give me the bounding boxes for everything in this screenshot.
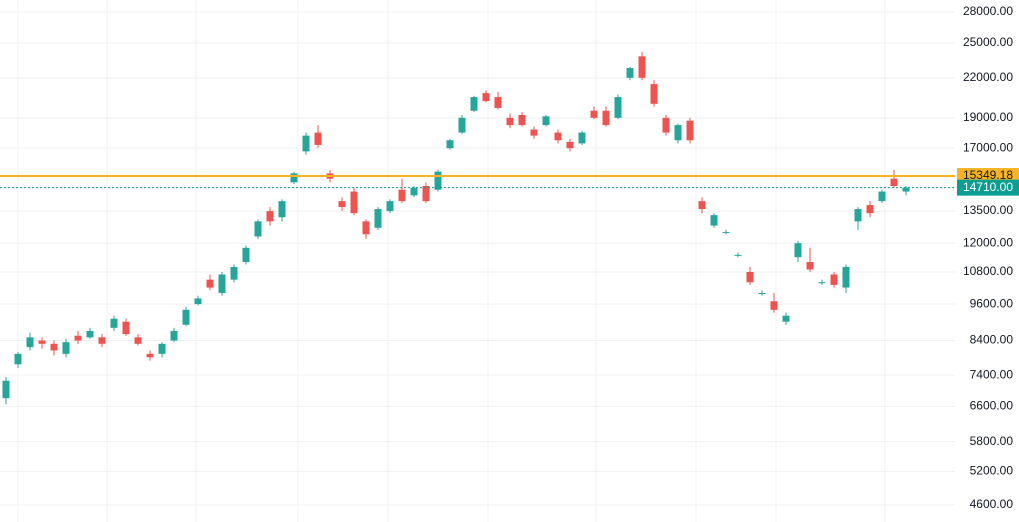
candle-body	[266, 211, 274, 222]
candle-body	[710, 215, 718, 226]
candle-body	[878, 191, 886, 202]
y-tick-label: 28000.00	[963, 4, 1013, 18]
candle-body	[194, 298, 202, 305]
candle-body	[98, 337, 106, 344]
candle-body	[350, 191, 358, 214]
candle-body	[902, 187, 910, 192]
candle-body	[362, 221, 370, 235]
y-tick-label: 5200.00	[970, 464, 1014, 478]
candle-body	[626, 68, 634, 78]
candle-body	[842, 266, 850, 288]
candle-body	[866, 205, 874, 214]
y-tick-label: 10800.00	[963, 264, 1013, 278]
candle-body	[458, 117, 466, 133]
candle-body	[590, 110, 598, 118]
y-tick-label: 4600.00	[970, 497, 1014, 511]
candle-body	[374, 209, 382, 228]
candle-body	[62, 342, 70, 354]
y-tick-label: 5800.00	[970, 434, 1014, 448]
candle-body	[386, 201, 394, 212]
candle-body	[554, 132, 562, 141]
candle-body	[830, 274, 838, 285]
candle-body	[110, 318, 118, 328]
candle-body	[146, 353, 154, 358]
candle-body	[578, 132, 586, 144]
candle-body	[542, 116, 550, 126]
candle-body	[26, 337, 34, 348]
candle-body	[74, 335, 82, 341]
candle-body	[122, 321, 130, 335]
candle-body	[482, 93, 490, 102]
candle-body	[158, 343, 166, 354]
candle-body	[698, 201, 706, 210]
candle-body	[506, 117, 514, 126]
candle-body	[254, 221, 262, 237]
candle-body	[602, 110, 610, 126]
candle-body	[422, 185, 430, 202]
candle-body	[530, 129, 538, 136]
candle-body	[290, 173, 298, 183]
candle-body	[734, 254, 742, 256]
y-tick-label: 9600.00	[970, 296, 1014, 310]
candle-body	[14, 353, 22, 365]
candle-body	[218, 274, 226, 293]
candle-body	[434, 171, 442, 190]
candle-body	[410, 187, 418, 196]
candle-body	[182, 309, 190, 325]
candle-body	[794, 243, 802, 258]
candle-body	[806, 262, 814, 270]
y-tick-label: 7400.00	[970, 367, 1014, 381]
candle-body	[662, 117, 670, 133]
candle-body	[86, 330, 94, 338]
candle-body	[638, 56, 646, 78]
candle-body	[854, 209, 862, 222]
candle-body	[446, 140, 454, 149]
candle-body	[38, 340, 46, 344]
candle-body	[50, 343, 58, 351]
candle-body	[890, 178, 898, 186]
candle-body	[770, 301, 778, 310]
price-label: 14710.00	[963, 180, 1013, 194]
y-tick-label: 12000.00	[963, 235, 1013, 249]
y-tick-label: 6600.00	[970, 399, 1014, 413]
y-tick-label: 22000.00	[963, 70, 1013, 84]
y-tick-label: 13500.00	[963, 203, 1013, 217]
price-label-box	[957, 179, 1019, 196]
candle-body	[170, 330, 178, 341]
candle-body	[686, 120, 694, 141]
candle-body	[494, 97, 502, 108]
candle-body	[782, 315, 790, 322]
y-tick-label: 25000.00	[963, 35, 1013, 49]
candle-body	[206, 279, 214, 288]
candle-body	[314, 132, 322, 145]
candle-body	[470, 97, 478, 111]
candle-body	[230, 266, 238, 280]
candle-body	[398, 189, 406, 202]
candle-body	[242, 247, 250, 263]
candle-body	[650, 84, 658, 104]
candle-body	[338, 201, 346, 208]
candle-body	[518, 114, 526, 126]
y-tick-label: 19000.00	[963, 110, 1013, 124]
y-tick-label: 17000.00	[963, 140, 1013, 154]
candle-body	[758, 292, 766, 294]
candle-body	[278, 201, 286, 218]
candle-body	[302, 135, 310, 152]
candle-body	[674, 125, 682, 141]
candle-body	[818, 282, 826, 284]
candle-body	[614, 97, 622, 118]
candle-body	[566, 141, 574, 149]
y-tick-label: 8400.00	[970, 333, 1014, 347]
candle-body	[746, 271, 754, 283]
time-grid	[17, 0, 886, 522]
candle-body	[2, 380, 10, 399]
candle-body	[722, 232, 730, 234]
price-label: 15349.18	[963, 168, 1013, 182]
candle-body	[134, 337, 142, 344]
